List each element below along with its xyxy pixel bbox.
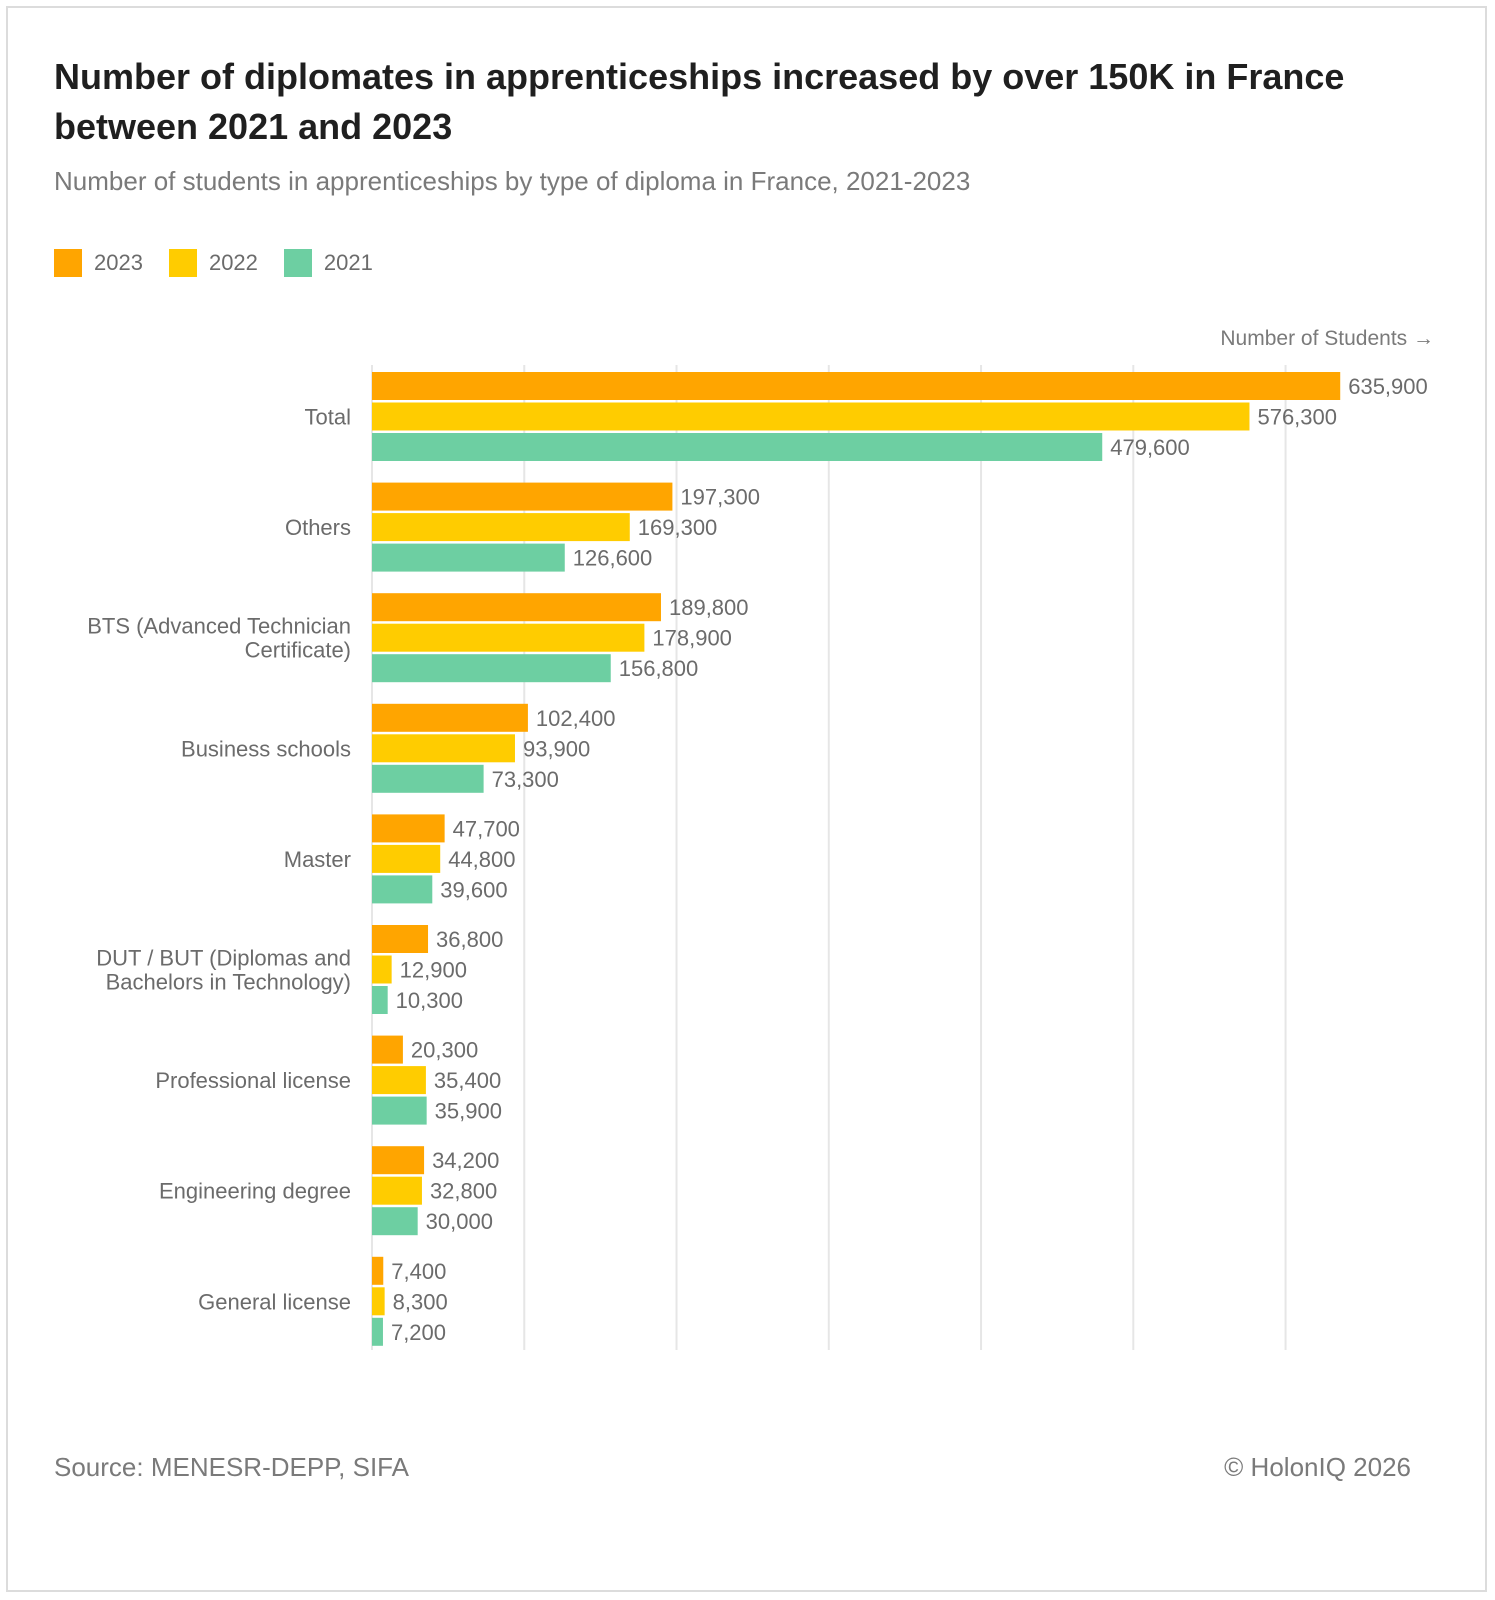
bar-2021 [372, 543, 565, 572]
data-label-2022: 32,800 [430, 1179, 497, 1204]
bar-2022 [372, 1176, 422, 1205]
data-label-2023: 20,300 [411, 1038, 478, 1063]
bar-2021 [372, 433, 1103, 461]
bar-2021 [372, 654, 611, 683]
data-label-2022: 93,900 [523, 736, 590, 761]
data-label-2022: 8,300 [393, 1289, 448, 1314]
data-label-2023: 189,800 [669, 595, 749, 620]
category-label: Total [305, 405, 351, 430]
data-label-2021: 156,800 [619, 656, 699, 681]
data-label-2023: 102,400 [536, 706, 616, 731]
bar-2022 [372, 1287, 385, 1316]
legend-label-2023: 2023 [94, 250, 143, 275]
data-label-2021: 39,600 [440, 877, 507, 902]
bar-2023 [372, 372, 1341, 400]
bar-2022 [372, 623, 645, 652]
legend-item-2022[interactable]: 2022 [168, 249, 258, 277]
data-label-2023: 7,400 [391, 1259, 446, 1284]
data-label-2023: 635,900 [1348, 374, 1428, 399]
x-axis-title: Number of Students → [1220, 327, 1434, 350]
bar-2021 [372, 1207, 418, 1236]
data-label-2022: 12,900 [400, 958, 467, 983]
legend-item-2021[interactable]: 2021 [283, 249, 373, 277]
data-label-2021: 126,600 [573, 546, 653, 571]
bar-2022 [372, 955, 392, 984]
bar-2022 [372, 402, 1250, 431]
data-label-2022: 35,400 [434, 1068, 501, 1093]
data-label-2022: 576,300 [1257, 405, 1337, 430]
data-label-2023: 34,200 [432, 1148, 499, 1173]
copyright-note: © HolonIQ 2026 [1224, 1452, 1411, 1482]
category-label: General license [198, 1289, 351, 1314]
legend-label-2022: 2022 [208, 250, 258, 275]
data-label-2022: 44,800 [448, 847, 515, 872]
category-label: Business schools [181, 736, 351, 761]
data-label-2023: 197,300 [680, 485, 760, 510]
bar-2021 [372, 986, 388, 1014]
legend-swatch-2022 [168, 249, 197, 277]
legend-label-2021: 2021 [323, 250, 373, 275]
data-label-2022: 178,900 [652, 626, 732, 651]
category-label: Engineering degree [159, 1179, 351, 1204]
category-label: Others [285, 515, 351, 540]
data-label-2021: 30,000 [426, 1209, 493, 1234]
category-label: Professional license [155, 1068, 351, 1093]
bar-2021 [372, 1096, 427, 1125]
bar-2023 [372, 1256, 384, 1285]
bar-chart: Number of Students → Total 635,900 576,300 4… [87, 327, 1434, 1350]
category-label: Master [284, 847, 351, 872]
chart-legend: 2023 2022 2021 [54, 249, 399, 277]
bar-2023 [372, 925, 429, 953]
data-label-2022: 169,300 [638, 515, 718, 540]
category-label: DUT / BUT (Diplomas and [96, 946, 351, 971]
bar-2022 [372, 844, 441, 873]
bar-2021 [372, 875, 433, 904]
legend-swatch-2023 [54, 249, 82, 277]
bar-2022 [372, 513, 630, 542]
bar-2021 [372, 764, 484, 793]
legend-item-2023[interactable]: 2023 [54, 249, 143, 277]
bar-2022 [372, 734, 515, 763]
data-label-2023: 36,800 [436, 927, 503, 952]
category-label: Certificate) [245, 638, 351, 663]
chart-title: Number of diplomates in apprenticeships … [54, 56, 1345, 147]
data-label-2021: 73,300 [492, 767, 559, 792]
category-label: Bachelors in Technology) [106, 970, 351, 995]
data-label-2023: 47,700 [453, 816, 520, 841]
source-note: Source: MENESR-DEPP, SIFA [54, 1452, 409, 1482]
data-label-2021: 479,600 [1110, 435, 1190, 460]
chart-subtitle: Number of students in apprenticeships by… [54, 166, 971, 196]
category-label: BTS (Advanced Technician [87, 614, 351, 639]
bar-2022 [372, 1066, 426, 1095]
bar-2023 [372, 703, 528, 732]
bar-2023 [372, 1035, 403, 1064]
bar-2021 [372, 1317, 383, 1346]
data-label-2021: 10,300 [396, 988, 463, 1013]
bar-2023 [372, 1146, 425, 1175]
chart-card [6, 6, 1487, 1592]
legend-swatch-2021 [283, 249, 312, 277]
bar-2023 [372, 482, 673, 511]
bar-2023 [372, 593, 661, 622]
data-label-2021: 35,900 [435, 1099, 502, 1124]
data-label-2021: 7,200 [391, 1320, 446, 1345]
bar-2023 [372, 814, 445, 843]
